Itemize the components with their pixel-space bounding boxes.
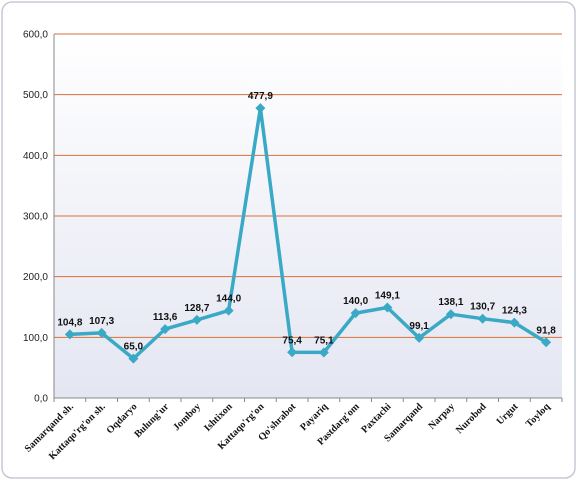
data-point <box>255 103 266 114</box>
data-point <box>477 313 488 324</box>
data-label: 130,7 <box>470 302 495 313</box>
data-point <box>445 309 456 320</box>
data-label: 65,0 <box>124 342 144 353</box>
data-label: 113,6 <box>153 312 178 323</box>
data-label: 128,7 <box>184 303 209 314</box>
y-tick-label: 0,0 <box>34 394 48 405</box>
data-point <box>318 347 329 358</box>
data-label: 104,8 <box>57 317 82 328</box>
data-label: 144,0 <box>216 294 241 305</box>
data-labels: 104,8 107,3 65,0 113,6 128,7 144,0 477,9 75,4 75… <box>57 91 556 352</box>
y-tick-label: 500,0 <box>23 90 48 101</box>
data-point <box>509 317 520 328</box>
data-label: 99,1 <box>409 321 429 332</box>
data-label: 140,0 <box>343 296 368 307</box>
data-markers <box>64 103 552 364</box>
data-point <box>414 332 425 343</box>
grid-lines <box>54 33 562 338</box>
series-line <box>69 106 548 361</box>
data-point <box>223 305 234 316</box>
y-tick-label: 400,0 <box>23 151 48 162</box>
data-label: 477,9 <box>248 91 273 102</box>
y-tick-label: 100,0 <box>23 333 48 344</box>
data-point <box>96 327 107 338</box>
data-label: 91,8 <box>536 325 556 336</box>
data-point <box>287 347 298 358</box>
data-label: 75,4 <box>282 335 302 346</box>
data-point <box>128 353 139 364</box>
data-point <box>191 314 202 325</box>
data-point <box>382 302 393 313</box>
data-label: 107,3 <box>89 316 114 327</box>
data-label: 75,1 <box>314 335 334 346</box>
data-label: 149,1 <box>375 291 400 302</box>
y-axis: 0,0 100,0 200,0 300,0 400,0 500,0 600,0 <box>23 30 55 405</box>
data-point <box>541 337 552 348</box>
data-point <box>160 324 171 335</box>
data-label: 124,3 <box>502 306 527 317</box>
data-point <box>64 329 75 340</box>
data-label: 138,1 <box>438 297 463 308</box>
data-point <box>350 308 361 319</box>
y-tick-label: 200,0 <box>23 272 48 283</box>
y-tick-label: 300,0 <box>23 212 48 223</box>
y-tick-label: 600,0 <box>23 30 48 41</box>
